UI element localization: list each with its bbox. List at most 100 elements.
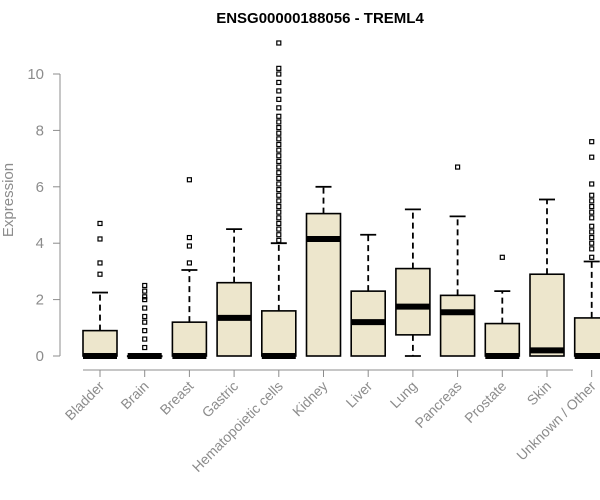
- box-group: [529, 198, 565, 357]
- outlier-point: [276, 153, 282, 159]
- outlier-point: [276, 192, 282, 198]
- outlier-point: [276, 124, 282, 131]
- x-tick-label: Prostate: [461, 378, 509, 426]
- outlier-point: [276, 65, 282, 71]
- outlier-point: [186, 177, 192, 183]
- box-iqr: [573, 317, 600, 357]
- outlier-point: [276, 187, 282, 193]
- x-tick-label: Kidney: [289, 378, 331, 420]
- y-axis-ticks: 0 2 4 6 8 10: [27, 66, 60, 365]
- x-tick-label: Brain: [117, 378, 151, 412]
- outlier-point: [186, 243, 192, 249]
- outlier-point: [186, 260, 192, 266]
- outlier-point: [276, 136, 282, 142]
- outlier-point: [589, 209, 595, 215]
- chart-title: ENSG00000188056 - TREML4: [216, 10, 424, 27]
- outlier-point: [276, 237, 282, 243]
- outlier-point: [589, 192, 595, 198]
- outlier-point: [276, 209, 282, 215]
- outlier-point: [97, 271, 103, 277]
- outlier-point: [97, 220, 103, 227]
- outlier-point: [186, 234, 192, 241]
- outlier-point: [276, 141, 282, 148]
- outlier-point: [499, 254, 505, 260]
- outlier-point: [276, 71, 282, 77]
- outlier-point: [276, 175, 282, 181]
- box-group: [126, 282, 163, 359]
- outlier-point: [276, 96, 282, 102]
- box-group: [439, 164, 476, 357]
- x-tick-label: Bladder: [62, 378, 108, 424]
- outlier-point: [97, 260, 103, 266]
- box-series: [82, 40, 600, 359]
- outlier-point: [142, 319, 148, 325]
- y-tick-label: 8: [36, 122, 44, 139]
- y-tick-label: 2: [36, 292, 44, 309]
- box-iqr: [395, 267, 431, 336]
- box-group: [260, 40, 297, 359]
- box-group: [216, 228, 252, 357]
- outlier-point: [276, 105, 282, 111]
- outlier-point: [142, 313, 148, 320]
- outlier-point: [276, 203, 282, 210]
- outlier-point: [276, 226, 282, 232]
- outlier-point: [276, 88, 282, 94]
- outlier-point: [276, 220, 282, 227]
- box-group: [573, 139, 600, 359]
- outlier-point: [97, 236, 103, 242]
- box-iqr: [305, 212, 342, 357]
- y-tick-label: 10: [27, 66, 44, 83]
- box-group: [171, 177, 208, 359]
- outlier-point: [142, 288, 148, 294]
- outlier-point: [589, 154, 595, 160]
- box-group: [395, 208, 431, 357]
- outlier-point: [589, 240, 595, 246]
- outlier-point: [276, 158, 282, 165]
- outlier-point: [142, 294, 148, 300]
- outlier-point: [455, 164, 461, 170]
- outlier-point: [276, 198, 282, 204]
- box-iqr: [171, 321, 208, 357]
- box-iqr: [260, 310, 297, 357]
- outlier-point: [589, 139, 595, 145]
- y-tick-label: 0: [36, 348, 44, 365]
- outlier-point: [142, 297, 148, 303]
- outlier-point: [142, 282, 148, 289]
- outlier-point: [276, 215, 282, 221]
- y-axis-label: Expression: [0, 163, 17, 237]
- outlier-point: [276, 164, 282, 170]
- x-tick-label: Gastric: [199, 378, 242, 421]
- outlier-point: [276, 119, 282, 125]
- box-iqr: [529, 273, 565, 357]
- outlier-point: [276, 40, 282, 46]
- box-iqr: [82, 329, 118, 357]
- outlier-point: [589, 223, 595, 229]
- y-tick-label: 4: [36, 235, 44, 252]
- outlier-point: [589, 203, 595, 210]
- outlier-point: [142, 344, 148, 351]
- outlier-point: [589, 215, 595, 221]
- box-group: [350, 233, 387, 357]
- outlier-point: [589, 198, 595, 204]
- outlier-point: [589, 229, 595, 235]
- x-tick-label: Lung: [387, 378, 420, 411]
- box-iqr: [484, 322, 521, 357]
- x-tick-label: Unknown / Other: [513, 378, 599, 464]
- outlier-point: [276, 113, 282, 119]
- box-group: [484, 254, 521, 359]
- outlier-point: [276, 130, 282, 136]
- outlier-point: [142, 328, 148, 334]
- outlier-point: [142, 336, 148, 342]
- outlier-point: [589, 181, 595, 187]
- outlier-point: [589, 246, 595, 252]
- x-tick-label: Breast: [157, 378, 197, 418]
- x-tick-label: Skin: [524, 378, 555, 409]
- outlier-point: [142, 305, 148, 311]
- outlier-point: [276, 79, 282, 86]
- x-tick-label: Pancreas: [412, 378, 465, 431]
- box-group: [82, 220, 118, 359]
- box-iqr: [439, 294, 476, 357]
- outlier-point: [276, 232, 282, 238]
